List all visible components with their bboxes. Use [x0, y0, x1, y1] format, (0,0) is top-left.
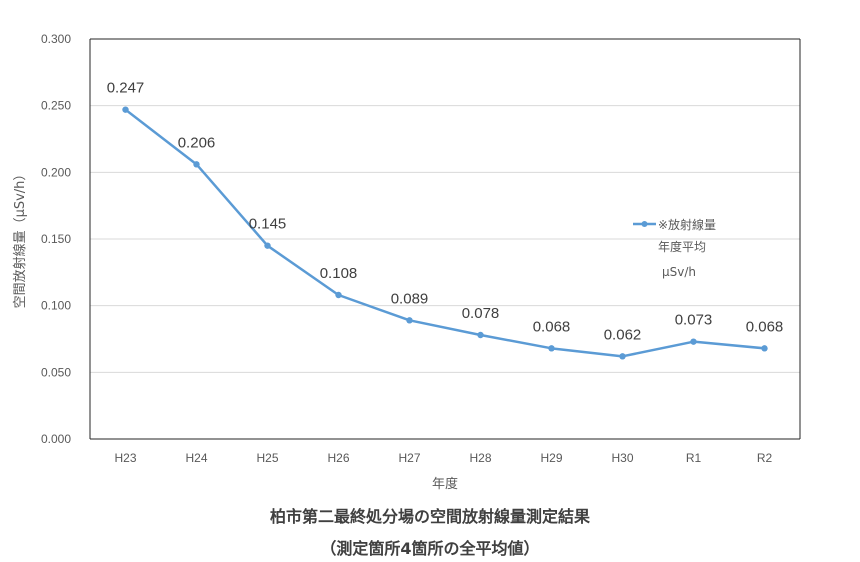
y-tick-label: 0.050	[41, 365, 71, 379]
data-point	[690, 338, 697, 345]
series-line-group	[124, 108, 765, 358]
data-point	[477, 331, 484, 339]
data-point	[122, 106, 129, 113]
data-label: 0.247	[107, 80, 145, 97]
y-tick-label: 0.000	[41, 432, 71, 446]
data-label: 0.145	[249, 216, 287, 233]
data-point	[619, 353, 626, 360]
data-point	[335, 291, 342, 299]
x-tick-label: H27	[398, 451, 420, 465]
data-labels-group: 0.247 0.206 0.145 0.108 0.089 0.078 0.068 0.062…	[107, 80, 784, 344]
y-tick-label: 0.200	[41, 165, 71, 179]
x-axis-ticks: H23 H24 H25 H26 H27 H28 H29 H30 R1 R2	[114, 451, 772, 465]
x-axis-title: 年度	[432, 476, 458, 492]
x-tick-label: H25	[256, 451, 278, 465]
y-axis-ticks: 0.000 0.050 0.100 0.150 0.200 0.250 0.300	[41, 32, 71, 446]
legend-label-line2: 年度平均	[658, 239, 706, 254]
legend-point-marker	[641, 221, 648, 227]
data-label: 0.062	[604, 326, 642, 343]
data-label: 0.078	[462, 305, 500, 322]
series-line	[124, 108, 765, 358]
x-tick-label: H23	[114, 451, 136, 465]
data-label: 0.068	[746, 318, 784, 335]
gridlines	[89, 38, 801, 440]
x-tick-label: H28	[469, 451, 491, 465]
y-tick-label: 0.150	[41, 232, 71, 246]
data-point	[406, 317, 413, 324]
x-tick-label: R1	[686, 451, 702, 465]
y-tick-label: 0.250	[41, 99, 71, 113]
legend-label-line3: μSv/h	[662, 265, 696, 279]
data-point	[193, 161, 200, 168]
data-label: 0.073	[675, 312, 713, 329]
y-axis-title: 空間放射線量（μSv/h）	[12, 168, 28, 309]
legend: ※放射線量 年度平均 μSv/h	[633, 217, 716, 279]
legend-label-line1: ※放射線量	[658, 217, 716, 232]
chart-caption-subtitle: （測定箇所4箇所の全平均値）	[320, 539, 540, 558]
x-tick-label: H24	[185, 451, 207, 465]
series-points-group	[122, 106, 768, 360]
chart-caption-title: 柏市第二最終処分場の空間放射線量測定結果	[269, 507, 590, 526]
data-label: 0.089	[391, 290, 429, 307]
data-label: 0.068	[533, 318, 571, 335]
y-tick-label: 0.300	[41, 32, 71, 46]
y-tick-label: 0.100	[41, 299, 71, 313]
x-tick-label: H26	[327, 451, 349, 465]
x-tick-label: R2	[757, 451, 773, 465]
x-tick-label: H30	[611, 451, 633, 465]
data-label: 0.108	[320, 265, 358, 282]
data-point	[264, 242, 271, 249]
x-tick-label: H29	[540, 451, 562, 465]
data-label: 0.206	[178, 134, 216, 151]
data-point	[761, 345, 768, 352]
data-point	[548, 345, 555, 352]
